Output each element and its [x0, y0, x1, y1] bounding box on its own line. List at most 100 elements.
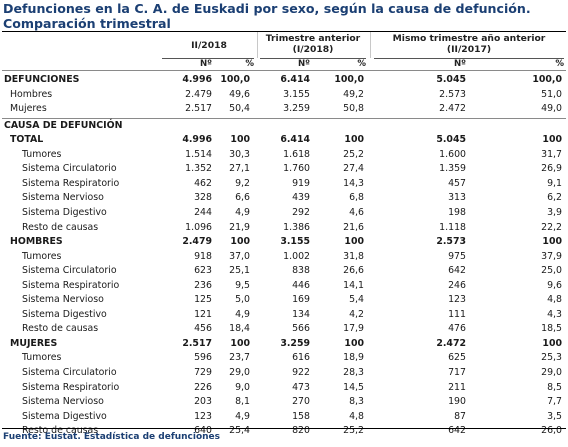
cell-percent: 100,0	[334, 74, 364, 85]
cell-count: 87	[454, 410, 466, 422]
cell-percent: 21,6	[343, 221, 364, 233]
table-row: Sistema Respiratorio 226 9,0 473 14,5 211 8,5	[0, 381, 568, 395]
row-label: Sistema Digestivo	[22, 206, 107, 218]
row-label: Sistema Nervioso	[22, 192, 104, 204]
cell-percent: 25,4	[229, 425, 250, 437]
table-row: Tumores 918 37,0 1.002 31,8 975 37,9	[0, 250, 568, 264]
header-group-mismo-trimestre-line-2: (II/2017)	[446, 44, 492, 55]
cell-percent: 6,6	[235, 192, 250, 204]
cell-count: 246	[448, 279, 466, 291]
cell-count: 313	[448, 192, 466, 204]
cell-count: 1.618	[283, 148, 310, 160]
cell-percent: 31,7	[541, 148, 562, 160]
cell-count: 1.096	[185, 221, 212, 233]
row-label: Sistema Circulatorio	[22, 163, 117, 175]
table-row: Resto de causas 640 25,4 820 25,2 642 26,0	[0, 424, 568, 438]
table-row: Hombres 2.479 49,6 3.155 49,2 2.573 51,0	[0, 88, 568, 102]
cell-count: 625	[448, 352, 466, 364]
table-row: Tumores 596 23,7 616 18,9 625 25,3	[0, 351, 568, 365]
cell-percent: 30,3	[229, 148, 250, 160]
cell-percent: 100	[230, 134, 250, 146]
cell-count: 1.386	[283, 221, 310, 233]
cell-percent: 100	[344, 236, 364, 248]
cell-percent: 18,4	[229, 323, 250, 335]
header-group-trimestre-anterior: Trimestre anterior (I/2018)	[258, 33, 368, 55]
cell-count: 446	[292, 279, 310, 291]
cell-count: 1.118	[439, 221, 466, 233]
cell-percent: 27,1	[229, 163, 250, 175]
row-label: HOMBRES	[10, 236, 63, 248]
header-group-mismo-trimestre-line-1: Mismo trimestre año anterior	[392, 33, 546, 44]
top-rule	[2, 31, 566, 32]
cell-count: 190	[448, 396, 466, 408]
cell-count: 439	[292, 192, 310, 204]
source-note: Fuente: Eustat. Estadística de defuncion…	[3, 432, 221, 442]
row-label: Resto de causas	[22, 221, 99, 233]
cell-percent: 37,0	[229, 250, 250, 262]
cell-count: 922	[292, 367, 310, 378]
cell-count: 203	[194, 396, 212, 408]
cell-count: 6.414	[280, 74, 310, 85]
table-row: TOTAL 4.996 100 6.414 100 5.045 100	[0, 133, 568, 147]
cell-percent: 26,6	[343, 265, 364, 277]
row-label: CAUSA DE DEFUNCIÓN	[4, 119, 123, 131]
cell-percent: 6,2	[547, 192, 562, 204]
subheader-num-3: Nº	[453, 59, 466, 69]
cell-percent: 4,9	[235, 308, 250, 320]
table-row: Sistema Digestivo 123 4,9 158 4,8 87 3,5	[0, 410, 568, 424]
cell-count: 2.573	[436, 236, 466, 248]
cell-percent: 100	[344, 134, 364, 146]
header-group-mismo-trimestre: Mismo trimestre año anterior (II/2017)	[372, 33, 566, 55]
cell-count: 457	[448, 177, 466, 189]
row-label: Resto de causas	[22, 425, 99, 437]
header-underline	[162, 58, 254, 59]
cell-count: 2.479	[185, 88, 212, 100]
subheader-num-1: Nº	[199, 59, 212, 69]
cell-percent: 7,7	[547, 396, 562, 408]
cell-count: 1.600	[439, 148, 466, 160]
cell-count: 6.414	[280, 134, 310, 146]
row-label: Tumores	[22, 148, 62, 160]
cell-count: 3.155	[283, 88, 310, 100]
cell-count: 729	[194, 367, 212, 378]
cell-percent: 4,9	[235, 206, 250, 218]
cell-count: 111	[448, 308, 466, 320]
cell-percent: 100	[230, 236, 250, 248]
table-row: CAUSA DE DEFUNCIÓN	[0, 119, 568, 133]
cell-percent: 4,8	[349, 410, 364, 422]
cell-count: 2.517	[185, 103, 212, 115]
header-group-ii-2018: II/2018	[162, 40, 256, 51]
cell-count: 975	[448, 250, 466, 262]
table-row: Sistema Nervioso 203 8,1 270 8,3 190 7,7	[0, 395, 568, 409]
cell-percent: 6,8	[349, 192, 364, 204]
cell-percent: 8,1	[235, 396, 250, 408]
cell-count: 121	[194, 308, 212, 320]
cell-count: 236	[194, 279, 212, 291]
cell-count: 838	[292, 265, 310, 277]
cell-count: 473	[292, 381, 310, 393]
row-label: Sistema Circulatorio	[22, 265, 117, 277]
table-row: MUJERES 2.517 100 3.259 100 2.472 100	[0, 337, 568, 351]
header-separator	[370, 32, 371, 58]
table-row: Sistema Digestivo 121 4,9 134 4,2 111 4,3	[0, 308, 568, 322]
bottom-rule	[2, 428, 566, 429]
table-row: Sistema Nervioso 125 5,0 169 5,4 123 4,8	[0, 293, 568, 307]
row-label: Sistema Respiratorio	[22, 279, 120, 291]
table-row: Resto de causas 456 18,4 566 17,9 476 18,5	[0, 322, 568, 336]
cell-count: 616	[292, 352, 310, 364]
cell-percent: 25,2	[343, 148, 364, 160]
table-row: Sistema Digestivo 244 4,9 292 4,6 198 3,9	[0, 206, 568, 220]
cell-count: 158	[292, 410, 310, 422]
cell-count: 1.359	[439, 163, 466, 175]
cell-count: 623	[194, 265, 212, 277]
cell-count: 1.002	[283, 250, 310, 262]
row-label: MUJERES	[10, 337, 58, 349]
cell-percent: 5,4	[349, 294, 364, 306]
cell-percent: 29,0	[541, 367, 562, 378]
cell-percent: 21,9	[229, 221, 250, 233]
table-row: Tumores 1.514 30,3 1.618 25,2 1.600 31,7	[0, 148, 568, 162]
cell-percent: 25,2	[343, 425, 364, 437]
cell-count: 292	[292, 206, 310, 218]
cell-percent: 37,9	[541, 250, 562, 262]
cell-percent: 100	[344, 337, 364, 349]
